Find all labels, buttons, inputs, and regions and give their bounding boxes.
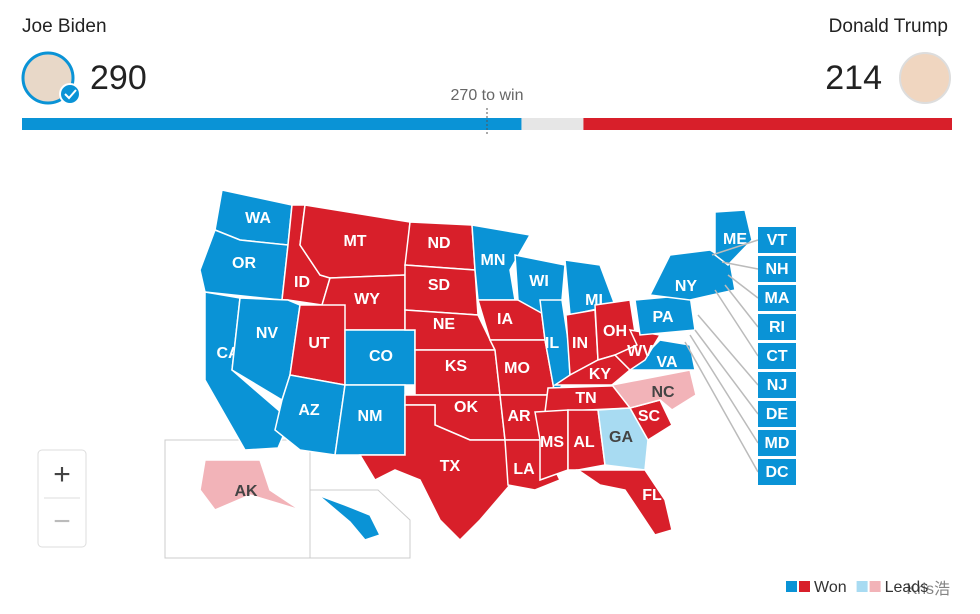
- watermark: Kris浩: [906, 580, 950, 598]
- zoom-control: + −: [37, 449, 87, 548]
- state[interactable]: [648, 249, 736, 301]
- state-label: PA: [652, 309, 673, 326]
- state-label: NM: [358, 408, 383, 425]
- zoom-in[interactable]: +: [53, 458, 71, 491]
- callout-line: [689, 334, 759, 444]
- legend-swatch: [799, 581, 810, 592]
- state-label: WI: [529, 273, 549, 290]
- state-label: MA: [765, 290, 790, 307]
- state-label: ID: [294, 274, 310, 291]
- state-button[interactable]: [758, 314, 796, 340]
- state-label: MD: [765, 435, 790, 452]
- state[interactable]: [199, 459, 301, 511]
- state-label: MS: [540, 434, 564, 451]
- state[interactable]: [613, 329, 662, 371]
- state[interactable]: [597, 407, 649, 471]
- state[interactable]: [575, 469, 673, 536]
- state-label: MN: [481, 252, 506, 269]
- state-label: RI: [769, 319, 785, 336]
- vote-bar: [583, 118, 952, 130]
- callout-line: [714, 289, 759, 357]
- callout-line: [727, 274, 759, 299]
- avatar: [899, 52, 951, 104]
- state[interactable]: [534, 409, 569, 482]
- callout-line: [721, 261, 759, 270]
- state-button[interactable]: [758, 285, 796, 311]
- state-label: DE: [766, 406, 789, 423]
- state-label: AR: [507, 408, 531, 425]
- state-label: SC: [638, 408, 661, 425]
- state-label: MT: [343, 233, 366, 250]
- callout-line: [711, 239, 759, 256]
- state-button[interactable]: [758, 459, 796, 485]
- state-label: SD: [428, 277, 450, 294]
- state-label: OR: [232, 255, 256, 272]
- legend-swatch: [786, 581, 797, 592]
- candidate-name: Donald Trump: [829, 16, 948, 37]
- state-button[interactable]: [758, 430, 796, 456]
- candidate-name: Joe Biden: [22, 16, 107, 37]
- state-label: NY: [675, 278, 698, 295]
- state-button[interactable]: [758, 227, 796, 253]
- state-label: KY: [589, 366, 612, 383]
- vote-count: 290: [90, 59, 147, 97]
- state-label: VA: [656, 354, 677, 371]
- check-icon: [64, 89, 77, 100]
- state-label: CT: [766, 348, 788, 365]
- state[interactable]: [567, 409, 606, 471]
- state-label: IN: [572, 335, 588, 352]
- state-label: AL: [573, 434, 595, 451]
- state-label: NH: [765, 261, 788, 278]
- state-label: DC: [765, 464, 789, 481]
- state-label: WA: [245, 210, 271, 227]
- state-button[interactable]: [758, 343, 796, 369]
- state-label: IL: [545, 335, 559, 352]
- state-label: MO: [504, 360, 530, 377]
- state-label: AK: [234, 483, 258, 500]
- state-label: KS: [445, 358, 468, 375]
- state-label: LA: [513, 461, 535, 478]
- vote-bar: [22, 118, 522, 130]
- state-label: NE: [433, 316, 456, 333]
- state-button[interactable]: [758, 256, 796, 282]
- legend-swatch: [856, 581, 868, 592]
- state-button[interactable]: [758, 372, 796, 398]
- zoom-out[interactable]: −: [53, 505, 71, 538]
- check-badge: [59, 83, 81, 105]
- state-label: TN: [575, 390, 596, 407]
- state-label: OK: [454, 399, 478, 416]
- state-label: IA: [497, 311, 513, 328]
- state-label: ME: [723, 231, 747, 248]
- state[interactable]: [317, 494, 382, 541]
- state-label: HI: [334, 525, 350, 542]
- state-label: GA: [609, 429, 633, 446]
- state-label: OH: [603, 323, 627, 340]
- callout-line: [694, 329, 759, 415]
- state-label: UT: [308, 335, 330, 352]
- state-label: ND: [427, 235, 450, 252]
- callout-line: [724, 284, 759, 328]
- vote-count: 214: [825, 59, 882, 97]
- state-label: VT: [767, 232, 788, 249]
- threshold-label: 270 to win: [451, 87, 524, 104]
- state-label: AZ: [298, 402, 320, 419]
- state-button[interactable]: [758, 401, 796, 427]
- state-label: NC: [651, 384, 675, 401]
- state-label: WV: [627, 343, 653, 360]
- state-label: WY: [354, 291, 380, 308]
- legend-swatch: [869, 581, 881, 592]
- state-label: FL: [642, 487, 662, 504]
- state-label: NJ: [767, 377, 787, 394]
- hawaii-inset: [309, 489, 411, 559]
- legend-label: Won: [814, 579, 847, 596]
- state-label: NV: [256, 325, 279, 342]
- callout-line: [697, 314, 759, 386]
- callout-line: [684, 341, 759, 473]
- state-label: CO: [369, 348, 393, 365]
- legend-label: Leads: [885, 579, 929, 596]
- state-label: TX: [440, 458, 461, 475]
